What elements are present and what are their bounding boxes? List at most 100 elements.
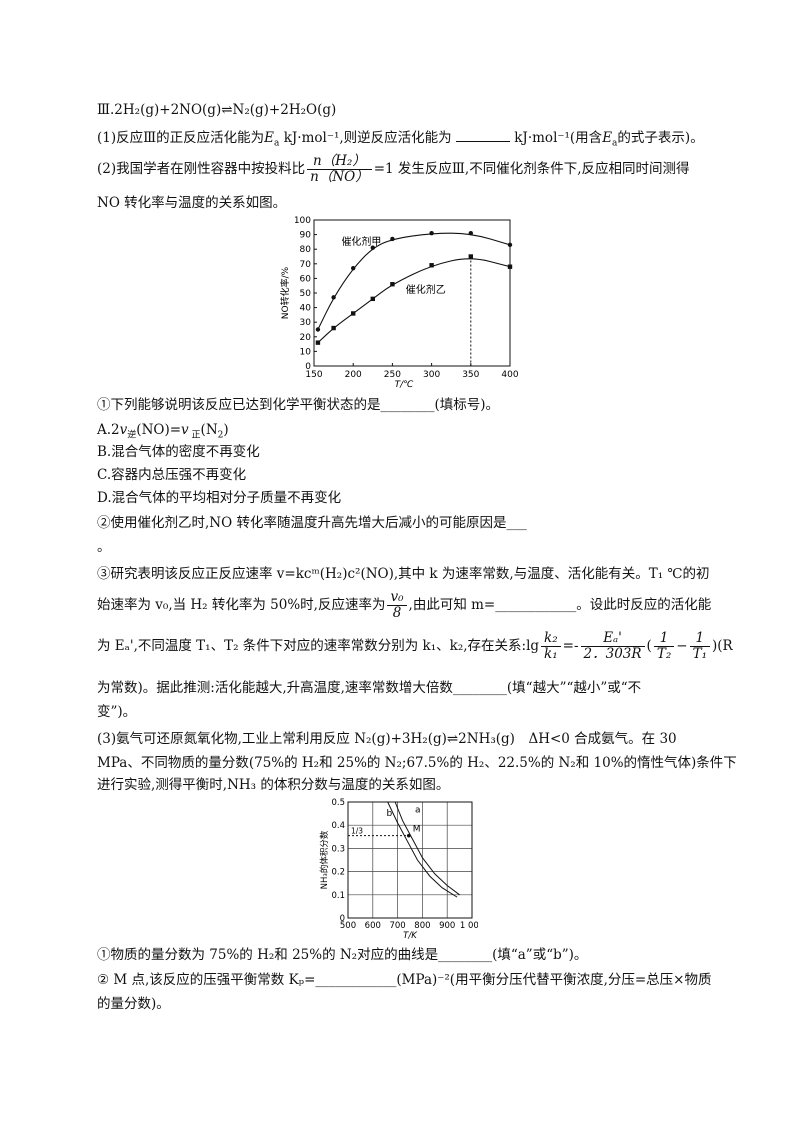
t1-line: ①物质的量分数为 75%的 H₂和 25%的 N₂对应的曲线是________(… — [97, 947, 588, 963]
y-tick-label: 100 — [294, 216, 311, 226]
x-tick-label: 600 — [365, 921, 381, 931]
point-催化剂乙 — [315, 340, 321, 345]
point-催化剂甲 — [390, 236, 395, 242]
k2: k₂ — [541, 631, 561, 647]
point-催化剂乙 — [468, 254, 473, 259]
sub-q2: ②使用催化剂乙时,NO 转化率随温度升高先增大后减小的可能原因是___ — [97, 515, 527, 531]
q1-text-c: kJ·mol⁻¹(用含 — [514, 130, 603, 146]
no-conversion-chart: 0 10 20 30 40 50 60 70 80 90 100 150 200 250 300 350 400… — [279, 216, 519, 389]
x-axis-label: T/K — [403, 931, 418, 940]
series-label-甲: 催化剂甲 — [341, 235, 381, 248]
sub-q3-i: 变”)。 — [97, 704, 137, 720]
t2-line: ② M 点,该反应的压强平衡常数 Kₚ=____________(MPa)⁻²(… — [97, 972, 712, 988]
q3-b: MPa、不同物质的量分数(75%的 H₂和 25%的 N₂;67.5%的 H₂、… — [97, 755, 737, 771]
q1-blank[interactable] — [455, 127, 510, 142]
nh3-fraction-chart: 0 0.1 0.2 0.3 0.4 0.5 500 600 700 800 900 1 000 T/K N… — [319, 798, 478, 940]
q3-a: (3)氨气可还原氮氧化物,工业上常利用反应 N₂(g)+3H₂(g)⇌2NH₃(… — [97, 731, 677, 747]
x-tick-label: 700 — [389, 921, 405, 931]
x-tick-label: 350 — [462, 370, 479, 380]
ratio-denominator: n（NO） — [310, 169, 369, 185]
y-tick-label: 0 — [305, 362, 311, 372]
q1-text-b: kJ·mol⁻¹,则逆反应活化能为 — [283, 130, 452, 146]
q1-text-a: (1)反应Ⅲ的正反应活化能为 — [97, 130, 265, 146]
y-tick-label: 80 — [300, 245, 312, 255]
inv-t2-num: 1 — [653, 631, 675, 647]
point-催化剂乙 — [429, 263, 434, 268]
y-tick-label: 50 — [300, 289, 312, 299]
x-tick-label: 1 000 — [460, 921, 478, 931]
point-催化剂甲 — [315, 327, 321, 332]
x-tick-label: 250 — [384, 370, 401, 380]
y-tick-label: 0 — [340, 914, 345, 924]
curve-label-b: b — [386, 809, 392, 819]
y-tick-label: 0.4 — [331, 821, 345, 831]
option-d[interactable]: D.混合气体的平均相对分子质量不再变化 — [97, 490, 342, 506]
k-fraction: k₂ k₁ — [541, 631, 561, 662]
option-c[interactable]: C.容器内总压强不再变化 — [97, 467, 247, 483]
r-open: (R — [717, 638, 733, 654]
point-催化剂乙 — [351, 311, 356, 316]
v0-num: v₀ — [387, 590, 407, 606]
y-tick-label: 40 — [300, 304, 312, 314]
x-tick-label: 800 — [414, 921, 430, 931]
curve-label-a: a — [415, 805, 421, 815]
m-label: M — [413, 825, 421, 835]
x-tick-label: 150 — [305, 370, 322, 380]
inv-t1-den: T₁ — [692, 646, 707, 662]
series-line-1 — [317, 258, 511, 344]
ratio-numerator: n（H₂） — [307, 154, 372, 170]
equation-3: Ⅲ.2H₂(g)+2NO(g)⇌N₂(g)+2H₂O(g) — [97, 102, 337, 118]
y-axis-label: NO转化率/% — [279, 266, 291, 319]
m-value: 1/3 — [351, 827, 363, 836]
eq-minus: =- — [562, 638, 579, 654]
x-tick-label: 900 — [439, 921, 455, 931]
y-tick-label: 0.3 — [331, 844, 345, 854]
sub-q3-d: 为 Eₐ',不同温度 T₁、T₂ 条件下对应的速率常数分别为 k₁、k₂,存在关… — [97, 630, 733, 662]
sub-q1: ①下列能够说明该反应已达到化学平衡状态的是________(填标号)。 — [97, 397, 500, 413]
q2-text-b: =1 发生反应Ⅲ,不同催化剂条件下,反应相同时间测得 — [373, 161, 690, 177]
y-tick-label: 60 — [300, 274, 312, 284]
v0-den: 8 — [392, 605, 402, 621]
x-tick-label: 400 — [501, 370, 518, 380]
curve-b — [387, 801, 458, 898]
point-催化剂甲 — [507, 242, 513, 248]
point-催化剂甲 — [429, 230, 434, 236]
y-tick-label: 70 — [300, 260, 312, 270]
m-point — [406, 833, 411, 838]
y-tick-label: 20 — [300, 333, 312, 343]
point-催化剂乙 — [370, 296, 375, 302]
y-tick-label: 0.2 — [331, 868, 345, 878]
sub-q2-end: 。 — [97, 539, 111, 555]
y-tick-label: 90 — [300, 231, 312, 241]
sub-q3-b-text: 始速率为 v₀,当 H₂ 转化率为 50%时,反应速率为 — [97, 597, 386, 613]
sub-q3-d-text: 为 Eₐ',不同温度 T₁、T₂ 条件下对应的速率常数分别为 k₁、k₂,存在关… — [97, 638, 540, 654]
point-催化剂乙 — [507, 264, 513, 269]
sub-q3-h: 为常数)。据此推测:活化能越大,升高温度,速率常数增大倍数________(填“… — [97, 680, 642, 696]
point-催化剂甲 — [351, 265, 356, 271]
q2-line: (2)我国学者在刚性容器中按投料比 n（H₂） n（NO） =1 发生反应Ⅲ,不同催化… — [97, 152, 690, 186]
inv-t1: 1 T₁ — [689, 631, 710, 662]
point-催化剂甲 — [331, 295, 336, 300]
y-tick-label: 10 — [300, 347, 312, 357]
x-tick-label: 200 — [345, 370, 362, 380]
series-label-乙: 催化剂乙 — [406, 283, 446, 296]
option-a[interactable]: A.2v逆(NO)=v 正(N2) — [97, 422, 229, 441]
q3-c: 进行实验,测得平衡时,NH₃ 的体积分数与温度的关系如图。 — [97, 777, 450, 793]
q2-line-c: NO 转化率与温度的关系如图。 — [97, 195, 287, 211]
v0-fraction: v₀ 8 — [387, 590, 407, 621]
y-tick-label: 30 — [300, 318, 312, 328]
curve-a — [394, 801, 460, 896]
point-催化剂甲 — [370, 245, 375, 250]
sub-q3-c-text: ,由此可知 m=____________。设此时反应的活化能 — [408, 597, 712, 613]
option-b[interactable]: B.混合气体的密度不再变化 — [97, 444, 260, 460]
chart2-plot: 0 0.1 0.2 0.3 0.4 0.5 500 600 700 800 900 1 000 T/K N… — [319, 798, 478, 940]
k1: k₁ — [544, 646, 558, 662]
inv-t2: 1 T₂ — [653, 631, 675, 662]
y-tick-label: 0.5 — [331, 798, 345, 808]
ea-den: 2．303R — [583, 646, 642, 662]
point-催化剂乙 — [390, 282, 395, 287]
q1-text-d: 的式子表示)。 — [617, 130, 704, 146]
ratio-fraction: n（H₂） n（NO） — [307, 154, 372, 185]
y-axis-label: NH₃的体积分数 — [319, 830, 330, 889]
x-tick-label: 500 — [340, 921, 356, 931]
